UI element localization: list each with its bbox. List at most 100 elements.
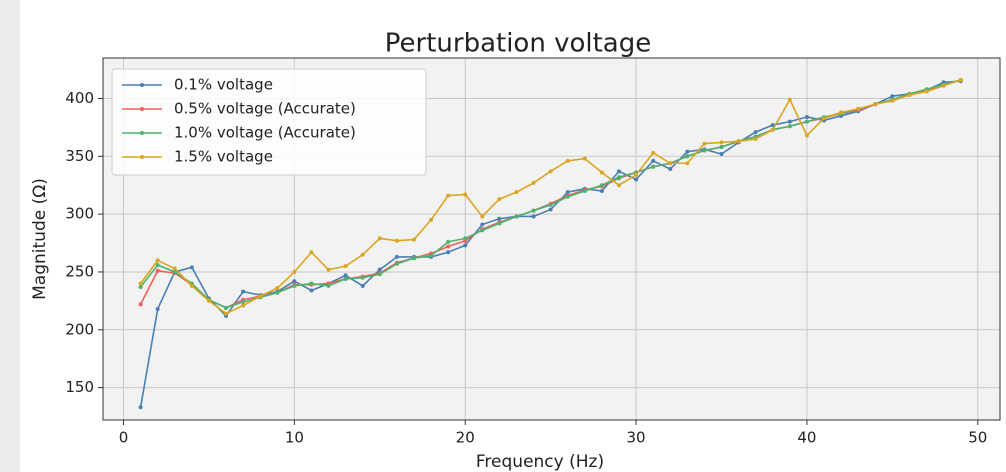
- point: [599, 183, 604, 188]
- point: [394, 254, 399, 259]
- legend-label: 1.5% voltage: [174, 148, 273, 166]
- point: [548, 207, 553, 212]
- point: [582, 189, 587, 194]
- point: [787, 119, 792, 124]
- point: [224, 311, 229, 316]
- point: [343, 264, 348, 269]
- point: [890, 98, 895, 103]
- point: [463, 243, 468, 248]
- point: [463, 236, 468, 241]
- point: [651, 164, 656, 169]
- point: [668, 161, 673, 166]
- point: [309, 288, 314, 293]
- point: [873, 102, 878, 107]
- x-tick-label: 40: [797, 429, 816, 447]
- point: [446, 239, 451, 244]
- point: [685, 161, 690, 166]
- legend-marker: [140, 155, 144, 159]
- point: [360, 252, 365, 257]
- point: [241, 289, 246, 294]
- point: [463, 192, 468, 197]
- point: [702, 141, 707, 146]
- point: [787, 97, 792, 102]
- point: [582, 156, 587, 161]
- point: [941, 83, 946, 88]
- y-tick-label: 300: [65, 205, 94, 223]
- point: [804, 114, 809, 119]
- point: [241, 303, 246, 308]
- point: [138, 405, 143, 410]
- point: [138, 281, 143, 286]
- point: [890, 94, 895, 99]
- point: [753, 136, 758, 141]
- point: [736, 139, 741, 144]
- point: [719, 145, 724, 150]
- point: [685, 149, 690, 154]
- point: [480, 228, 485, 233]
- point: [856, 106, 861, 111]
- point: [411, 256, 416, 261]
- point: [804, 133, 809, 138]
- chart-title: Perturbation voltage: [385, 29, 651, 59]
- y-tick-label: 400: [65, 89, 94, 107]
- point: [839, 110, 844, 115]
- point: [719, 151, 724, 156]
- x-tick-label: 50: [968, 429, 987, 447]
- point: [480, 222, 485, 227]
- point: [275, 286, 280, 291]
- legend: 0.1% voltage 0.5% voltage (Accurate) 1.0% …: [111, 68, 427, 176]
- y-axis-label: Magnitude (Ω): [30, 178, 50, 300]
- point: [326, 267, 331, 272]
- point: [258, 294, 263, 299]
- point: [616, 175, 621, 180]
- point: [668, 167, 673, 172]
- point: [480, 214, 485, 219]
- point: [394, 261, 399, 266]
- point: [292, 283, 297, 288]
- point: [343, 273, 348, 278]
- point: [565, 158, 570, 163]
- point: [514, 190, 519, 195]
- point: [446, 250, 451, 255]
- point: [599, 189, 604, 194]
- point: [155, 258, 160, 263]
- point: [241, 300, 246, 305]
- point: [429, 217, 434, 222]
- point: [497, 197, 502, 202]
- y-tick-label: 250: [65, 262, 94, 280]
- point: [497, 216, 502, 221]
- point: [189, 283, 194, 288]
- point: [172, 269, 177, 274]
- point: [616, 183, 621, 188]
- point: [531, 208, 536, 213]
- point: [651, 150, 656, 155]
- point: [206, 298, 211, 303]
- legend-marker: [140, 83, 144, 87]
- point: [616, 169, 621, 174]
- point: [377, 272, 382, 277]
- point: [309, 281, 314, 286]
- y-tick-label: 150: [65, 378, 94, 396]
- point: [497, 221, 502, 226]
- point: [189, 265, 194, 270]
- point: [155, 263, 160, 268]
- point: [275, 290, 280, 295]
- point: [377, 236, 382, 241]
- point: [770, 123, 775, 128]
- legend-marker: [140, 107, 144, 111]
- legend-label: 0.5% voltage (Accurate): [174, 100, 356, 118]
- point: [411, 237, 416, 242]
- point: [548, 202, 553, 207]
- legend-label: 1.0% voltage (Accurate): [174, 124, 356, 142]
- legend-label: 0.1% voltage: [174, 76, 273, 94]
- point: [138, 284, 143, 289]
- point: [446, 193, 451, 198]
- point: [224, 305, 229, 310]
- legend-box: [111, 68, 427, 176]
- point: [514, 214, 519, 219]
- point: [565, 190, 570, 195]
- point: [787, 124, 792, 129]
- point: [309, 250, 314, 255]
